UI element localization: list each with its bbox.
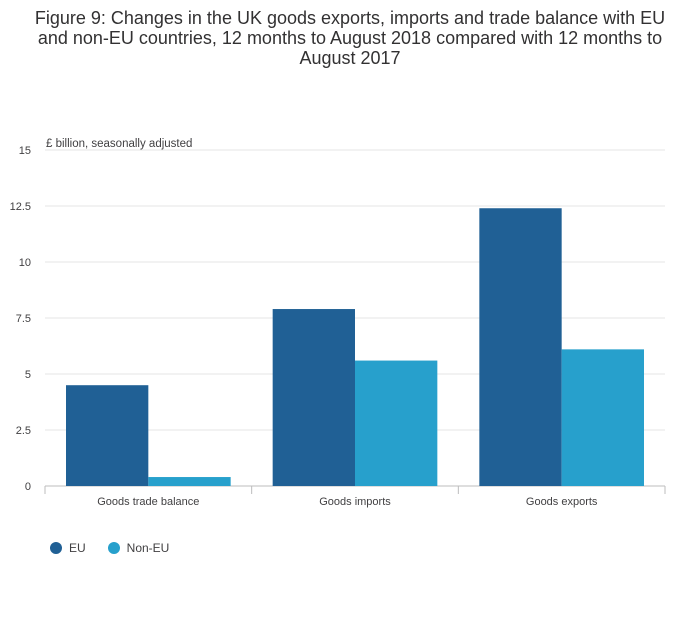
y-tick-label: 15 [19, 145, 31, 157]
y-tick-label: 10 [19, 257, 31, 269]
y-tick-label: 2.5 [16, 425, 31, 437]
legend-swatch [107, 542, 120, 554]
y-axis-unit-label: £ billion, seasonally adjusted [46, 138, 192, 150]
x-tick-label: Goods imports [319, 496, 391, 508]
bar-non-eu-goods-imports [355, 360, 438, 486]
x-tick-label: Goods exports [526, 496, 598, 508]
y-tick-label: 0 [25, 481, 31, 493]
legend-label: Non-EU [126, 541, 170, 555]
bar-eu-goods-exports [479, 208, 562, 487]
chart-legend: EU Non-EU [50, 541, 191, 555]
legend-label: EU [69, 541, 86, 555]
y-tick-label: 7.5 [16, 313, 31, 325]
legend-item: Non-EU [107, 541, 170, 555]
x-tick-label: Goods trade balance [97, 496, 199, 508]
y-tick-label: 12.5 [10, 201, 31, 213]
bar-non-eu-goods-trade-balance [148, 477, 231, 486]
bar-non-eu-goods-exports [561, 349, 644, 486]
y-tick-label: 5 [25, 369, 31, 381]
bar-eu-goods-imports [272, 309, 355, 486]
chart-title: Figure 9: Changes in the UK goods export… [34, 8, 666, 68]
bar-eu-goods-trade-balance [66, 385, 149, 486]
legend-swatch [50, 542, 62, 554]
legend-item: EU [50, 541, 86, 555]
